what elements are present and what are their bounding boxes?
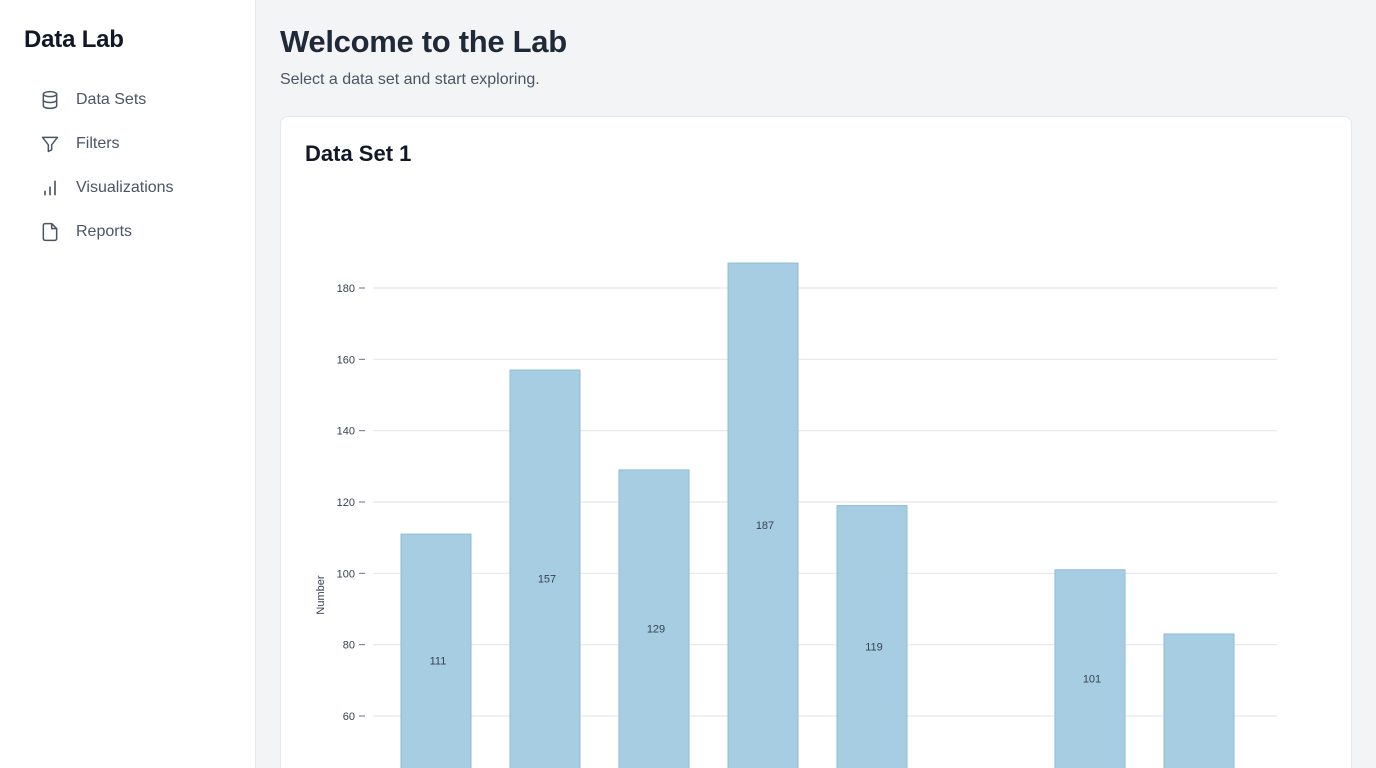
sidebar-item-reports[interactable]: Reports [24,210,240,254]
sidebar-item-visualizations[interactable]: Visualizations [24,166,240,210]
sidebar-item-filters[interactable]: Filters [24,122,240,166]
file-icon [40,222,60,242]
y-tick-label: 120 [337,497,355,509]
sidebar-item-label: Visualizations [76,179,174,196]
bar [1054,569,1126,768]
bar-value-label: 129 [647,624,665,636]
page-title: Welcome to the Lab [280,24,567,59]
database-icon [40,90,60,110]
bar-chart: 60 80 100 120 140 160 180 Number 111 157 129 187 119… [315,262,1277,768]
bar-value-label: 187 [756,520,774,532]
page-subtitle: Select a data set and start exploring. [280,71,540,88]
y-tick-label: 100 [337,568,355,580]
filter-icon [40,134,60,154]
bar [727,262,799,768]
bar-value-label: 119 [865,641,883,653]
y-tick-label: 140 [337,426,355,438]
data-set-card: Data Set 1 60 80 100 120 140 160 180 Number 111 1… [280,116,1352,768]
bar [1163,633,1235,768]
sidebar-item-label: Filters [76,135,120,152]
bar [836,505,908,768]
sidebar-item-label: Reports [76,223,133,240]
sidebar: Data Lab Data Sets Filters [0,0,256,768]
y-tick-label: 180 [337,283,355,295]
bar [400,533,472,768]
y-tick-label: 160 [337,354,355,366]
bar-value-label: 157 [538,574,556,586]
sidebar-nav: Data Sets Filters Visualizations [24,78,240,254]
bar-chart-icon [40,178,60,198]
y-axis-label: Number [315,575,327,614]
main-content: Welcome to the Lab Select a data set and… [256,0,1376,768]
y-tick-label: 60 [343,711,355,723]
card-title: Data Set 1 [305,141,412,166]
bar [618,469,690,768]
app-brand: Data Lab [24,26,124,53]
y-tick-label: 80 [343,640,355,652]
sidebar-item-label: Data Sets [76,91,147,108]
bar-value-label: 101 [1083,674,1101,686]
sidebar-item-data-sets[interactable]: Data Sets [24,78,240,122]
bar-value-label: 111 [430,656,447,668]
bar [509,369,581,768]
